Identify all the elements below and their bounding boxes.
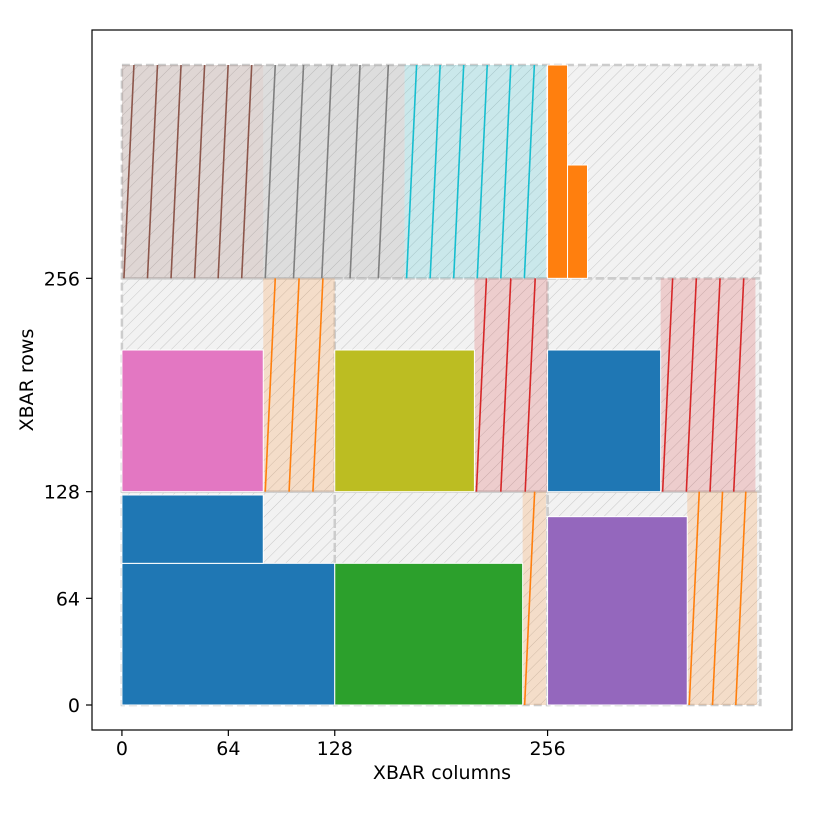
stripe-line: [476, 64, 489, 279]
stripe-line: [320, 64, 333, 279]
solid-block: [567, 164, 588, 279]
striped-block: [474, 278, 548, 492]
ticks-layer: 0 64 128 256 0 64 128 256: [44, 268, 566, 760]
stripe-line: [475, 278, 488, 492]
solid-block: [121, 562, 336, 706]
stripe-line: [709, 278, 721, 492]
x-tick-label: 256: [529, 738, 565, 760]
stripe-line: [429, 64, 441, 279]
x-tick-label: 128: [317, 738, 353, 760]
blocks-layer: [121, 64, 758, 706]
stripe-line: [264, 278, 277, 492]
stripe-line: [146, 64, 159, 279]
striped-block: [121, 65, 264, 279]
x-axis-title: XBAR columns: [373, 762, 511, 784]
xbar-tile-border: [120, 63, 762, 280]
plot-frame: [91, 29, 793, 731]
y-axis-title: XBAR rows: [16, 329, 38, 432]
stripe-line: [217, 64, 229, 279]
stripe-line: [500, 64, 512, 279]
stripe-line: [264, 64, 277, 279]
stripe-line: [523, 491, 536, 706]
y-tick-label: 0: [68, 695, 80, 717]
stripe-line: [349, 64, 361, 279]
stripe-line: [312, 278, 324, 492]
stripe-line: [193, 64, 206, 279]
stripe-line: [377, 64, 390, 279]
striped-block: [522, 491, 546, 705]
stripe-line: [452, 64, 465, 279]
stripe-line: [123, 64, 135, 279]
striped-block: [687, 491, 758, 705]
solid-block: [334, 349, 475, 493]
stripe-line: [288, 278, 300, 492]
striped-block: [263, 278, 335, 492]
solid-block: [334, 562, 524, 706]
striped-block: [660, 278, 756, 492]
x-tick-label: 0: [116, 738, 128, 760]
striped-block: [263, 65, 405, 279]
stripe-line: [732, 278, 745, 492]
y-tick-label: 64: [56, 588, 80, 610]
stripe-line: [685, 278, 698, 492]
stripe-line: [661, 278, 674, 492]
solid-block: [121, 349, 264, 493]
solid-block: [547, 349, 662, 493]
striped-block: [404, 65, 546, 279]
stripe-line: [500, 278, 512, 492]
x-tick-label: 64: [216, 738, 240, 760]
stripe-line: [711, 491, 724, 706]
stripe-line: [170, 64, 182, 279]
stripe-line: [688, 491, 701, 706]
stripe-line: [292, 64, 305, 279]
y-tick-label: 256: [44, 268, 80, 290]
solid-block: [121, 494, 264, 564]
stripe-line: [735, 491, 747, 706]
stripe-line: [523, 64, 536, 279]
solid-block: [547, 64, 569, 279]
stripe-line: [524, 278, 536, 492]
stripe-line: [240, 64, 253, 279]
xbar-tile-hatch: [121, 65, 761, 279]
y-tick-label: 128: [44, 482, 80, 504]
stripe-line: [405, 64, 418, 279]
solid-block: [547, 516, 688, 706]
